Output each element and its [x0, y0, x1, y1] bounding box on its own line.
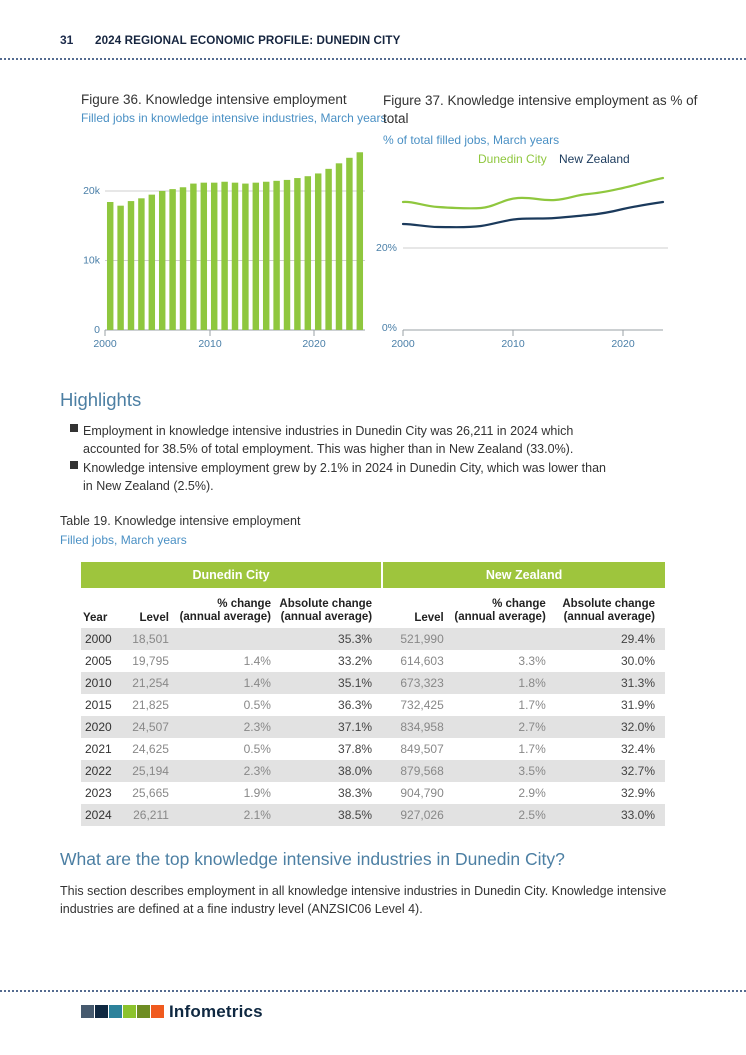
svg-text:2010: 2010: [198, 338, 222, 350]
svg-text:20k: 20k: [83, 185, 101, 197]
svg-text:0%: 0%: [382, 322, 397, 334]
svg-text:2020: 2020: [302, 338, 326, 350]
svg-text:20%: 20%: [376, 242, 397, 254]
svg-text:2010: 2010: [501, 338, 525, 350]
svg-text:10k: 10k: [83, 255, 101, 267]
svg-text:2000: 2000: [93, 338, 117, 350]
svg-text:2020: 2020: [611, 338, 635, 350]
svg-text:0: 0: [94, 324, 100, 336]
svg-text:2000: 2000: [391, 338, 415, 350]
svg-text:Dunedin City: Dunedin City: [478, 152, 547, 166]
svg-text:New Zealand: New Zealand: [559, 152, 630, 166]
